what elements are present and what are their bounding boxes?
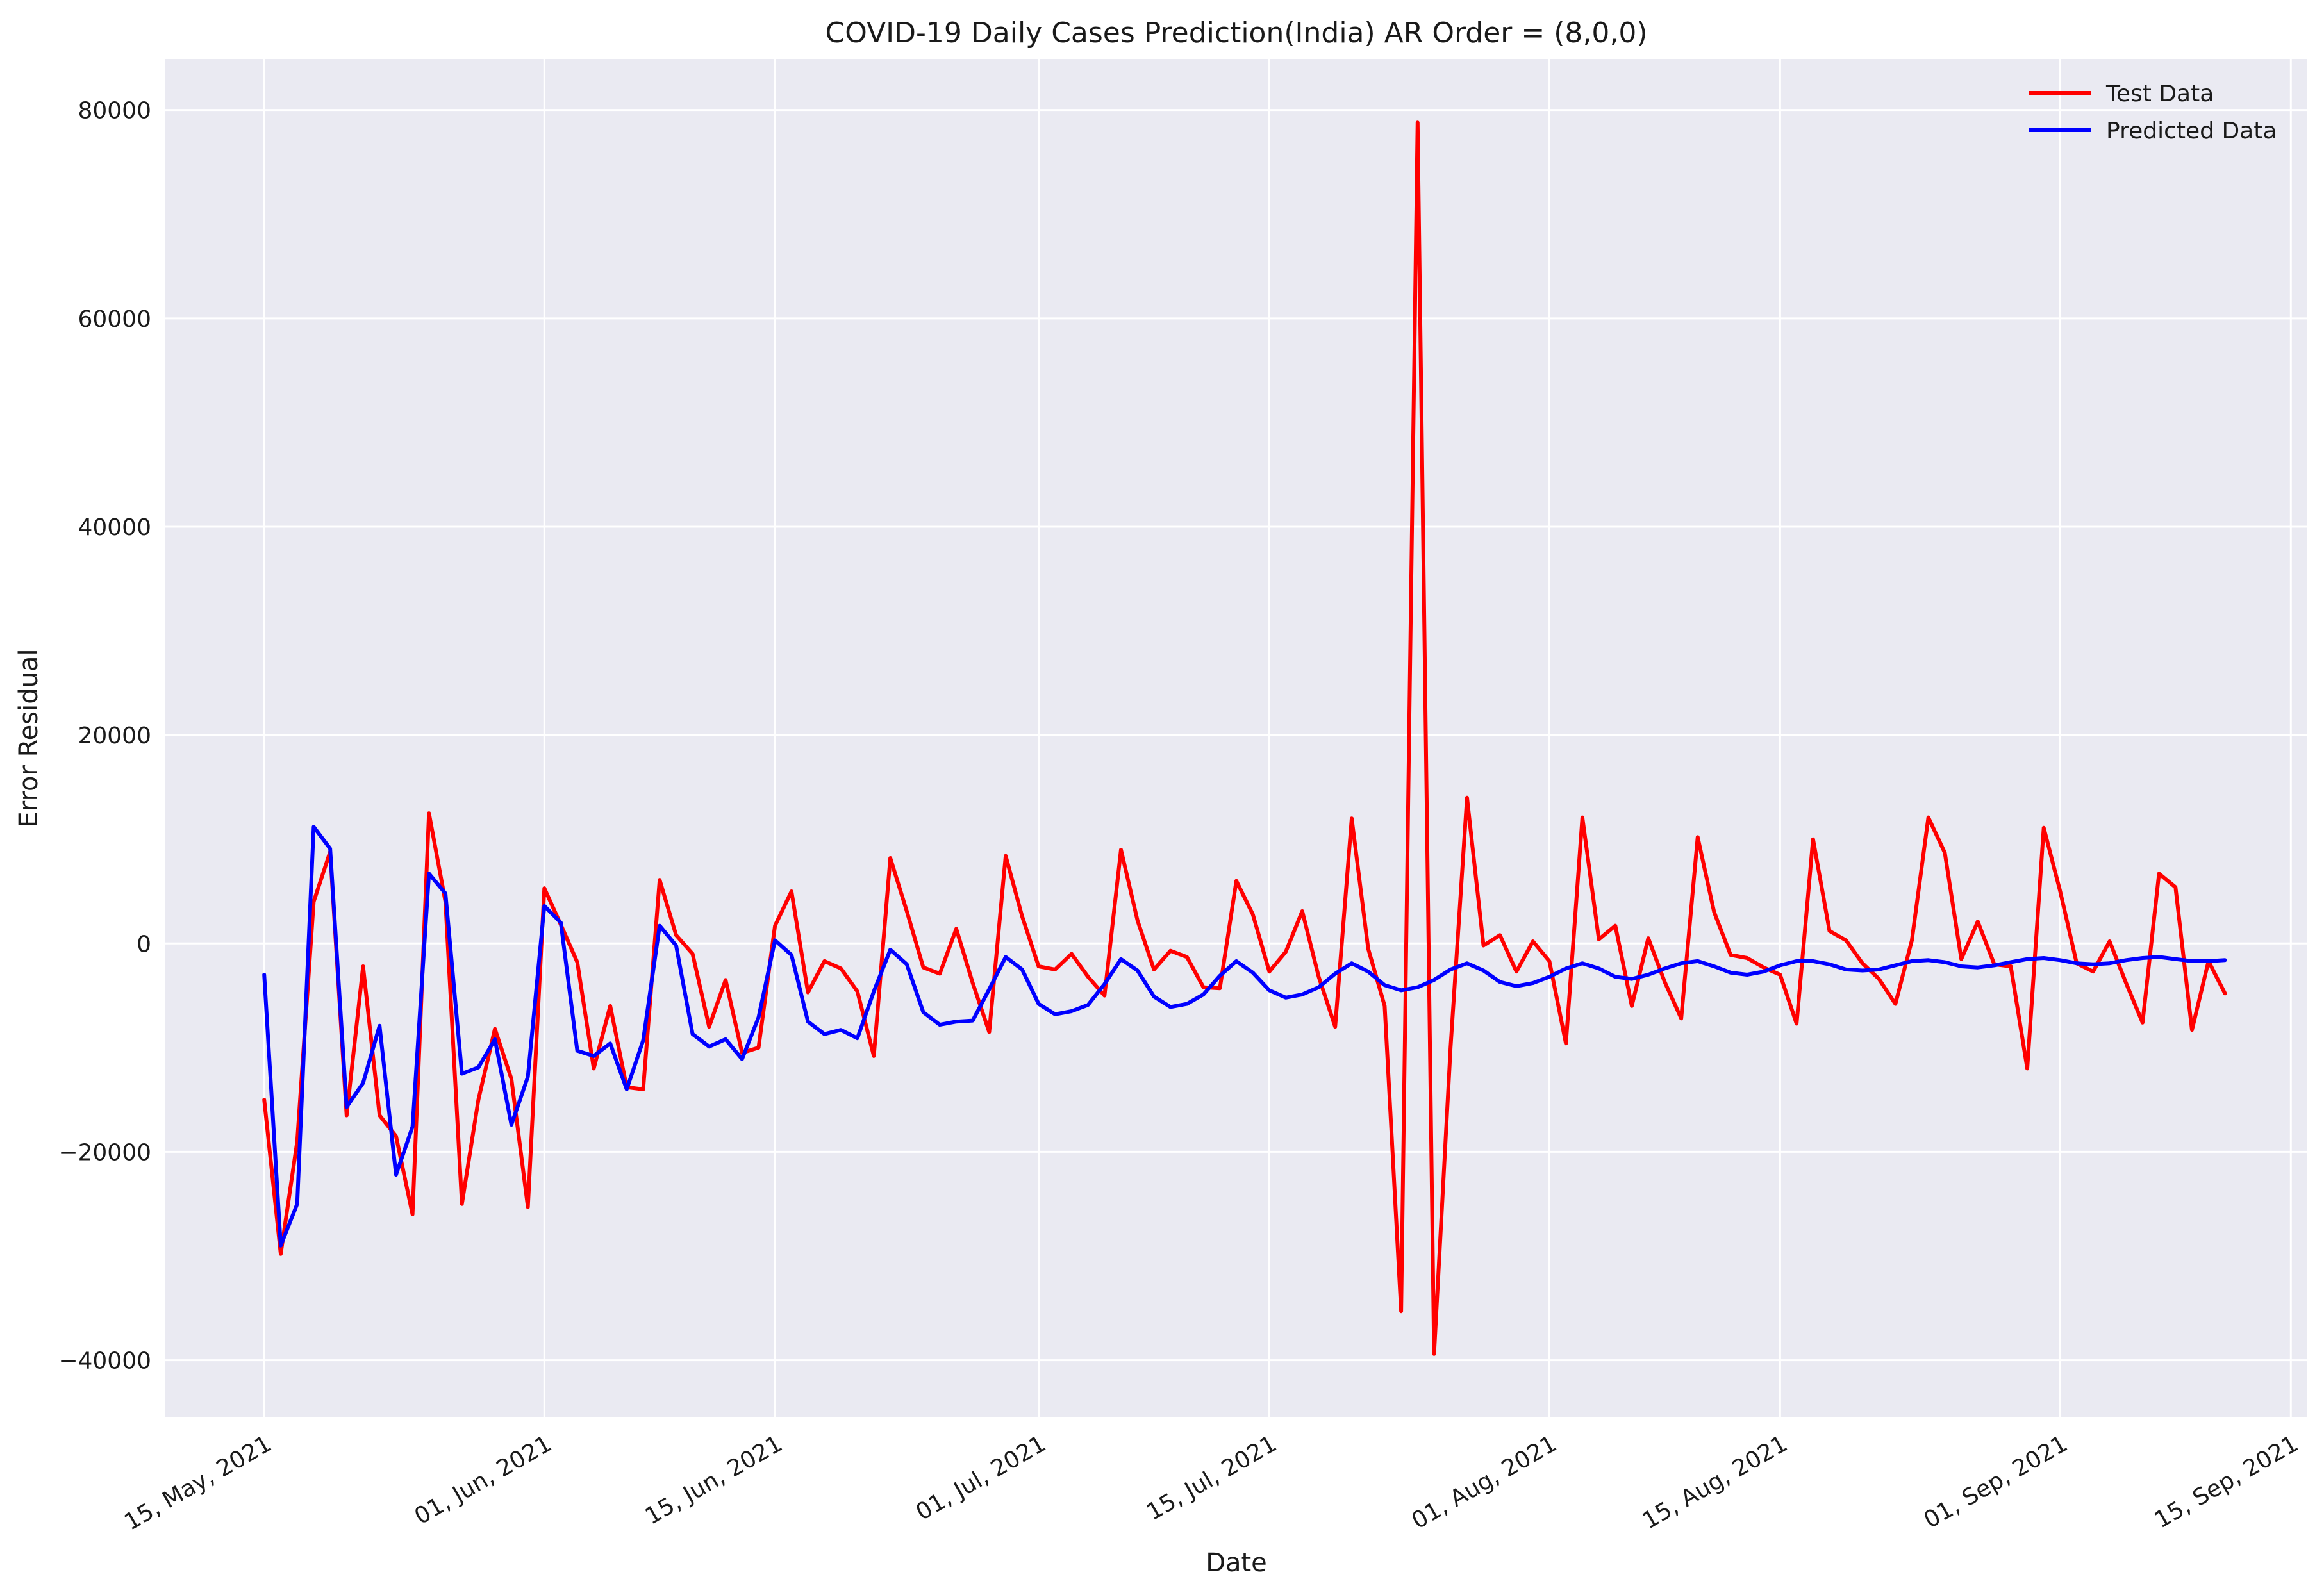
legend-label: Predicted Data <box>2106 118 2277 144</box>
series-line <box>262 825 2227 1248</box>
plot-area <box>165 59 2307 1417</box>
y-axis-label: Error Residual <box>14 649 44 827</box>
y-axis: −40000 −20000 0 20000 40000 60000 80000 <box>58 98 151 1375</box>
chart-title: COVID-19 Daily Cases Prediction(India) A… <box>825 17 1647 49</box>
y-tick-label: 0 <box>137 931 151 957</box>
x-axis-label: Date <box>1206 1548 1267 1578</box>
series-line <box>262 120 2227 1356</box>
y-tick-label: 20000 <box>78 723 151 749</box>
grid <box>165 59 2307 1417</box>
y-tick-label: 40000 <box>78 515 151 541</box>
series-layer <box>262 120 2227 1356</box>
y-tick-label: −20000 <box>58 1139 151 1166</box>
legend-label: Test Data <box>2105 81 2214 107</box>
y-tick-label: −40000 <box>58 1348 151 1375</box>
y-tick-label: 80000 <box>78 98 151 124</box>
legend: Test Data Predicted Data <box>2029 81 2277 144</box>
y-tick-label: 60000 <box>78 306 151 333</box>
